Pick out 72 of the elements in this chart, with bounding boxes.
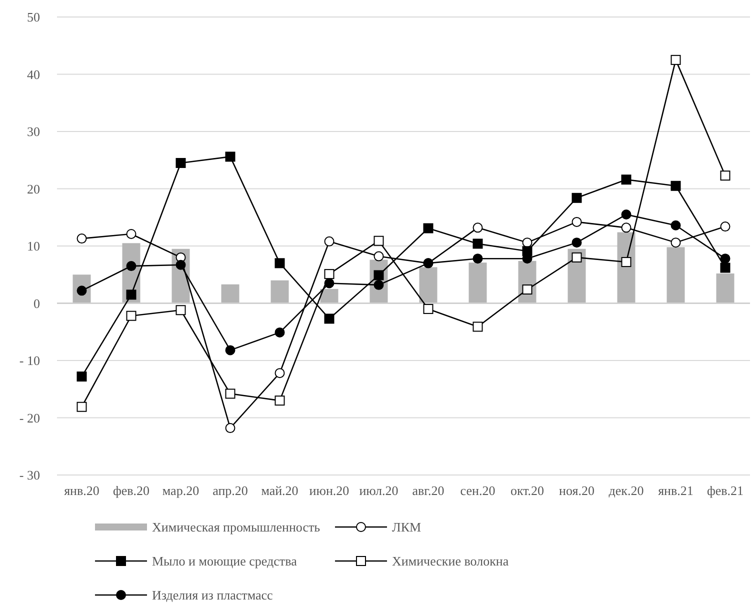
point	[126, 310, 136, 321]
y-tick-label: 0	[34, 296, 40, 311]
point	[274, 396, 285, 406]
point	[324, 269, 334, 280]
bar	[270, 280, 289, 304]
point	[374, 280, 384, 290]
point	[720, 262, 730, 273]
point	[176, 260, 186, 270]
x-tick-label: мар.20	[162, 483, 200, 498]
point	[423, 223, 434, 234]
legend-label: Мыло и моющие средства	[152, 554, 298, 569]
point	[324, 314, 334, 324]
point	[374, 270, 384, 280]
point	[225, 388, 236, 399]
legend-label: Изделия из пластмасс	[152, 588, 274, 603]
x-tick-label: апр.20	[212, 483, 248, 498]
point	[176, 158, 186, 168]
point	[274, 258, 285, 268]
x-tick-label: янв.20	[64, 483, 100, 498]
point	[670, 220, 681, 230]
x-tick-label: ноя.20	[559, 483, 594, 498]
bar	[716, 273, 734, 304]
x-tick-label: авг.20	[412, 483, 444, 498]
x-tick-label: сен.20	[460, 483, 496, 498]
x-tick-label: янв.21	[658, 483, 694, 498]
point	[423, 304, 434, 314]
point	[720, 254, 730, 264]
bar	[419, 267, 438, 304]
x-tick-label: май.20	[261, 483, 298, 498]
point	[126, 261, 136, 272]
y-tick-label: 30	[27, 124, 40, 140]
point	[374, 236, 384, 246]
y-tick-label: 10	[27, 238, 40, 254]
point	[720, 170, 730, 181]
x-tick-label: дек.20	[608, 483, 644, 498]
bar	[468, 262, 487, 304]
y-tick-label: 40	[27, 66, 40, 82]
point	[572, 238, 582, 248]
legend-label: ЛКМ	[392, 520, 422, 535]
x-tick-label: июл.20	[359, 483, 398, 498]
legend-label: Химическая промышленность	[152, 520, 320, 535]
bar	[221, 284, 240, 304]
bar	[666, 247, 685, 304]
x-tick-label: фев.20	[112, 483, 150, 498]
point	[670, 180, 681, 191]
point	[126, 290, 136, 300]
point	[621, 174, 632, 185]
point	[572, 252, 582, 262]
point	[274, 327, 285, 338]
point	[472, 254, 483, 264]
point	[76, 402, 87, 412]
point	[621, 210, 632, 220]
point	[76, 372, 87, 382]
x-tick-label: окт.20	[510, 483, 544, 498]
y-tick-label: - 10	[19, 353, 40, 368]
point	[225, 152, 236, 162]
point	[621, 257, 632, 268]
point	[472, 322, 483, 332]
y-tick-label: - 30	[19, 468, 40, 483]
point	[670, 54, 681, 65]
point	[572, 192, 582, 203]
x-tick-label: фев.21	[706, 483, 744, 498]
y-tick-label: - 20	[19, 410, 40, 426]
point	[176, 305, 186, 316]
point	[324, 278, 334, 288]
legend-label: Химические волокна	[392, 554, 509, 569]
point	[472, 238, 483, 249]
point	[522, 284, 532, 295]
point	[225, 345, 236, 356]
y-tick-label: 50	[27, 10, 40, 25]
y-tick-label: 20	[27, 181, 40, 196]
x-tick-label: июн.20	[309, 483, 350, 498]
